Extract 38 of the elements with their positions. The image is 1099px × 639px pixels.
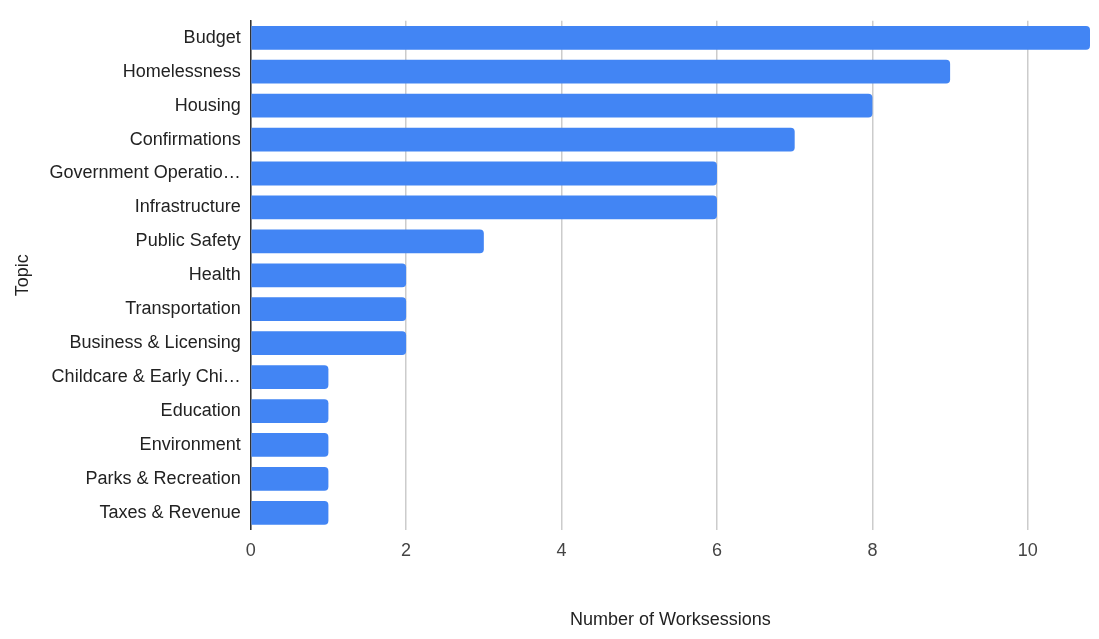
y-tick-label: Housing — [174, 94, 241, 115]
y-tick-label: Public Safety — [135, 230, 241, 251]
y-tick-label: Parks & Recreation — [85, 467, 241, 488]
x-tick-label: 10 — [1017, 539, 1038, 560]
y-tick-label: Budget — [183, 26, 241, 47]
x-tick-label: 8 — [867, 539, 878, 560]
bar — [251, 127, 795, 152]
bar — [251, 365, 329, 389]
bar — [251, 161, 717, 186]
y-tick-label: Confirmations — [129, 128, 241, 149]
bar — [251, 25, 1090, 50]
bar — [251, 467, 329, 491]
y-tick-label: Homelessness — [122, 60, 241, 81]
x-tick-label: 4 — [556, 539, 567, 560]
y-tick-label: Environment — [139, 433, 241, 454]
bar — [251, 263, 407, 288]
bar — [251, 195, 717, 220]
x-axis-title: Number of Worksessions — [569, 609, 771, 630]
y-tick-label: Infrastructure — [134, 196, 241, 217]
bar — [251, 59, 951, 84]
bar — [251, 500, 329, 525]
y-tick-label: Education — [160, 400, 241, 420]
y-tick-label: Taxes & Revenue — [99, 501, 241, 522]
y-tick-label: Health — [188, 264, 241, 285]
y-tick-label: Childcare & Early Chi… — [51, 366, 241, 387]
y-tick-label: Transportation — [125, 298, 241, 319]
y-tick-label: Government Operatio… — [49, 162, 241, 183]
bar — [251, 93, 873, 118]
y-tick-label: Business & Licensing — [69, 332, 241, 353]
bar — [251, 433, 329, 457]
x-tick-label: 0 — [245, 539, 256, 560]
bar — [251, 229, 484, 254]
bar — [251, 297, 407, 322]
x-tick-label: 2 — [401, 539, 412, 560]
bar — [251, 331, 407, 356]
x-tick-label: 6 — [711, 539, 722, 560]
bar — [251, 399, 329, 423]
y-axis-title: Topic — [11, 254, 32, 297]
